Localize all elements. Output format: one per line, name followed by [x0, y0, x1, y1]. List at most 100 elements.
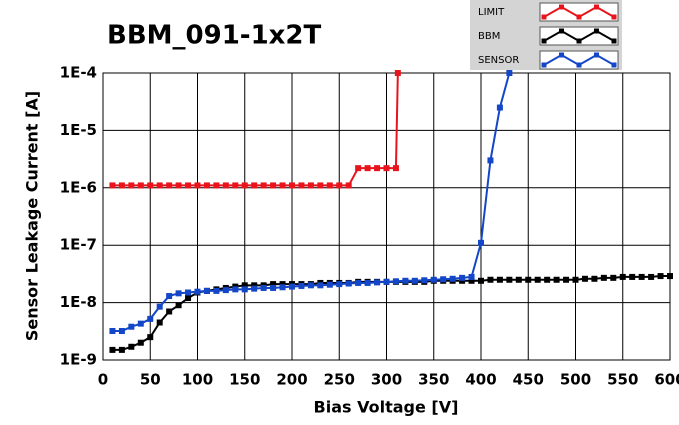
data-point: [137, 339, 144, 346]
legend-marker: [541, 14, 547, 20]
data-point: [440, 276, 447, 283]
legend-label: LIMIT: [478, 7, 505, 18]
x-tick-label: 50: [140, 371, 161, 389]
legend-marker: [594, 4, 599, 10]
data-point: [175, 182, 182, 189]
data-point: [166, 182, 173, 189]
data-point: [487, 157, 494, 164]
data-point: [128, 343, 135, 350]
data-point: [241, 286, 248, 293]
x-tick-label: 550: [607, 371, 638, 389]
data-point: [260, 182, 267, 189]
data-point: [270, 281, 277, 288]
data-point: [449, 275, 456, 282]
data-point: [279, 281, 286, 288]
data-point: [638, 273, 645, 280]
data-point: [355, 165, 362, 172]
legend-marker: [611, 62, 617, 68]
y-tick-label: 1E-6: [60, 178, 97, 196]
data-point: [194, 288, 201, 295]
data-point: [251, 285, 258, 292]
x-tick-label: 0: [98, 371, 108, 389]
data-point: [619, 273, 626, 280]
data-point: [459, 274, 466, 281]
x-axis-title: Bias Voltage [V]: [314, 398, 459, 417]
data-point: [260, 284, 267, 291]
data-point: [392, 278, 399, 285]
data-point: [534, 276, 541, 283]
data-point: [544, 276, 551, 283]
y-tick-label: 1E-8: [60, 293, 97, 311]
data-point: [496, 276, 503, 283]
data-point: [137, 182, 144, 189]
data-point: [345, 182, 352, 189]
data-point: [487, 276, 494, 283]
y-tick-label: 1E-9: [60, 351, 97, 369]
x-tick-label: 300: [371, 371, 402, 389]
data-point: [298, 182, 305, 189]
data-point: [147, 182, 154, 189]
x-tick-label: 500: [560, 371, 591, 389]
legend-marker: [594, 28, 599, 34]
data-point: [610, 274, 617, 281]
data-point: [222, 287, 229, 294]
y-tick-label: 1E-5: [60, 121, 97, 139]
data-point: [241, 282, 248, 289]
legend-marker: [559, 4, 564, 10]
data-point: [326, 182, 333, 189]
data-point: [232, 182, 239, 189]
legend-marker: [576, 38, 582, 44]
data-point: [203, 287, 210, 294]
data-point: [478, 277, 484, 284]
data-point: [600, 274, 607, 281]
data-point: [185, 289, 192, 296]
axes: 0 50 100 150 200 250 300 350 400 450 500 550 600 1E-9…: [60, 64, 679, 389]
data-point: [411, 277, 418, 284]
data-point: [506, 276, 513, 283]
legend-label: SENSOR: [478, 55, 519, 66]
data-point: [289, 283, 295, 290]
data-point: [525, 276, 532, 283]
legend-marker: [576, 14, 582, 20]
data-point: [307, 282, 314, 289]
x-tick-label: 600: [654, 371, 679, 389]
x-tick-label: 350: [418, 371, 449, 389]
data-point: [270, 284, 277, 291]
data-point: [364, 165, 371, 172]
data-point: [307, 182, 314, 189]
data-point: [194, 182, 201, 189]
data-point: [147, 334, 154, 341]
data-point: [118, 182, 125, 189]
y-axis-title: Sensor Leakage Current [A]: [23, 91, 42, 341]
data-point: [222, 182, 229, 189]
data-point: [175, 290, 182, 297]
data-point: [109, 346, 116, 353]
data-point: [137, 320, 144, 327]
data-point: [657, 273, 664, 280]
data-point: [402, 277, 409, 284]
data-point: [468, 273, 475, 280]
legend: LIMIT BBM SENSOR: [478, 2, 619, 70]
legend-label: BBM: [478, 31, 500, 42]
data-point: [213, 287, 220, 294]
data-point: [648, 273, 655, 280]
x-tick-label: 200: [276, 371, 307, 389]
legend-marker: [559, 52, 564, 58]
data-point: [213, 182, 220, 189]
data-point: [109, 182, 116, 189]
plot-series: [109, 70, 673, 353]
y-tick-label: 1E-7: [60, 236, 97, 254]
data-point: [156, 303, 163, 310]
data-point: [185, 182, 192, 189]
data-point: [156, 182, 163, 189]
grid: [102, 72, 671, 361]
data-point: [629, 273, 636, 280]
data-point: [496, 104, 503, 111]
data-point: [515, 276, 522, 283]
data-point: [156, 319, 163, 326]
data-point: [468, 277, 475, 284]
data-point: [392, 165, 399, 172]
data-point: [581, 275, 588, 282]
data-point: [374, 279, 381, 286]
data-point: [128, 182, 135, 189]
